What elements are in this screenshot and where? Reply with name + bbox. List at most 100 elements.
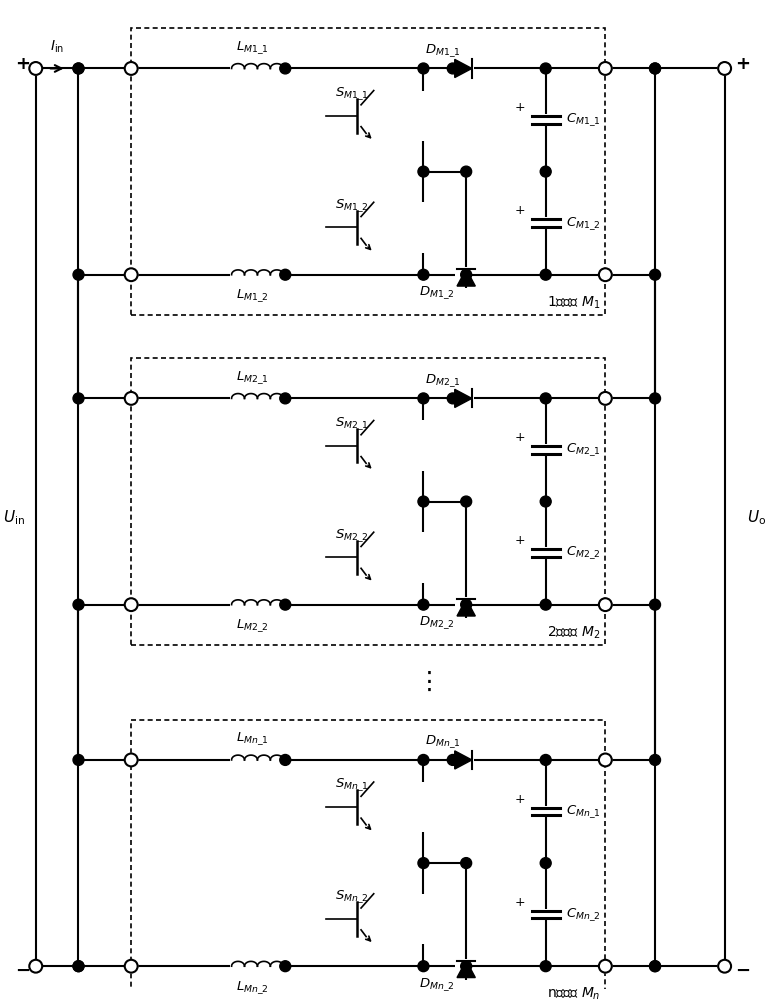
Text: $D_{M1\_2}$: $D_{M1\_2}$ — [419, 285, 455, 301]
Text: $C_{M1\_1}$: $C_{M1\_1}$ — [566, 112, 601, 128]
Circle shape — [461, 496, 472, 507]
Text: $U_{\rm o}$: $U_{\rm o}$ — [747, 508, 766, 527]
Circle shape — [280, 755, 291, 765]
Text: +: + — [16, 55, 30, 73]
Circle shape — [718, 960, 731, 973]
Circle shape — [280, 63, 291, 74]
Circle shape — [650, 961, 660, 972]
Text: $D_{M2\_2}$: $D_{M2\_2}$ — [419, 615, 455, 631]
Circle shape — [650, 961, 660, 972]
Text: $C_{Mn\_1}$: $C_{Mn\_1}$ — [566, 803, 601, 820]
Circle shape — [125, 754, 138, 766]
Text: +: + — [514, 896, 525, 909]
Polygon shape — [457, 599, 476, 616]
Circle shape — [418, 599, 429, 610]
Circle shape — [418, 755, 429, 765]
Circle shape — [280, 961, 291, 972]
Circle shape — [540, 755, 551, 765]
Circle shape — [540, 599, 551, 610]
Circle shape — [599, 598, 611, 611]
Circle shape — [125, 392, 138, 405]
Bar — [131, 28, 605, 315]
Polygon shape — [457, 269, 476, 286]
Circle shape — [73, 269, 84, 280]
Circle shape — [650, 755, 660, 765]
Circle shape — [599, 392, 611, 405]
Circle shape — [461, 166, 472, 177]
Text: $S_{M1\_2}$: $S_{M1\_2}$ — [335, 197, 369, 214]
Text: $S_{M1\_1}$: $S_{M1\_1}$ — [335, 85, 369, 102]
Text: $L_{M1\_1}$: $L_{M1\_1}$ — [236, 39, 269, 56]
Circle shape — [280, 393, 291, 404]
Circle shape — [650, 63, 660, 74]
Circle shape — [125, 62, 138, 75]
Circle shape — [599, 268, 611, 281]
Circle shape — [599, 754, 611, 766]
Circle shape — [418, 393, 429, 404]
Polygon shape — [455, 751, 472, 769]
Polygon shape — [455, 59, 472, 78]
Circle shape — [73, 961, 84, 972]
Circle shape — [718, 62, 731, 75]
Circle shape — [448, 755, 458, 765]
Text: 2号模块 $M_2$: 2号模块 $M_2$ — [547, 624, 601, 641]
Circle shape — [280, 269, 291, 280]
Text: +: + — [514, 204, 525, 217]
Circle shape — [30, 960, 42, 973]
Circle shape — [280, 599, 291, 610]
Text: $D_{Mn\_2}$: $D_{Mn\_2}$ — [419, 976, 455, 993]
Polygon shape — [457, 961, 476, 978]
Circle shape — [30, 62, 42, 75]
Text: +: + — [514, 431, 525, 444]
Text: $L_{M1\_2}$: $L_{M1\_2}$ — [236, 288, 269, 304]
Circle shape — [461, 599, 472, 610]
Text: $C_{Mn\_2}$: $C_{Mn\_2}$ — [566, 906, 601, 923]
Text: $C_{M2\_1}$: $C_{M2\_1}$ — [566, 442, 601, 458]
Text: $S_{Mn\_1}$: $S_{Mn\_1}$ — [335, 777, 369, 793]
Circle shape — [418, 496, 429, 507]
Text: +: + — [514, 101, 525, 114]
Circle shape — [125, 268, 138, 281]
Circle shape — [650, 63, 660, 74]
Circle shape — [540, 393, 551, 404]
Text: +: + — [514, 793, 525, 806]
Text: +: + — [514, 534, 525, 547]
Circle shape — [418, 166, 429, 177]
Circle shape — [125, 598, 138, 611]
Circle shape — [418, 63, 429, 74]
Circle shape — [125, 960, 138, 973]
Text: +: + — [735, 55, 750, 73]
Text: $\vdots$: $\vdots$ — [416, 670, 431, 694]
Circle shape — [73, 755, 84, 765]
Circle shape — [540, 858, 551, 869]
Circle shape — [73, 961, 84, 972]
Circle shape — [540, 961, 551, 972]
Text: −: − — [16, 962, 30, 980]
Text: $S_{M2\_1}$: $S_{M2\_1}$ — [335, 415, 369, 432]
Text: $I_{\rm in}$: $I_{\rm in}$ — [50, 38, 64, 55]
Circle shape — [73, 63, 84, 74]
Circle shape — [418, 961, 429, 972]
Text: n号模块 $M_n$: n号模块 $M_n$ — [547, 986, 601, 1000]
Circle shape — [599, 960, 611, 973]
Circle shape — [540, 63, 551, 74]
Text: $L_{M2\_1}$: $L_{M2\_1}$ — [236, 369, 269, 386]
Circle shape — [73, 599, 84, 610]
Circle shape — [650, 599, 660, 610]
Text: $L_{M2\_2}$: $L_{M2\_2}$ — [236, 617, 269, 634]
Circle shape — [540, 166, 551, 177]
Text: 1号模块 $M_1$: 1号模块 $M_1$ — [547, 294, 601, 311]
Circle shape — [540, 269, 551, 280]
Circle shape — [461, 961, 472, 972]
Text: $L_{Mn\_2}$: $L_{Mn\_2}$ — [236, 979, 269, 996]
Circle shape — [448, 393, 458, 404]
Text: −: − — [735, 962, 750, 980]
Text: $U_{\rm in}$: $U_{\rm in}$ — [3, 508, 25, 527]
Text: $L_{Mn\_1}$: $L_{Mn\_1}$ — [236, 730, 269, 747]
Text: $C_{M1\_2}$: $C_{M1\_2}$ — [566, 215, 601, 232]
Circle shape — [599, 62, 611, 75]
Bar — [131, 358, 605, 645]
Polygon shape — [455, 389, 472, 407]
Circle shape — [73, 393, 84, 404]
Bar — [131, 720, 605, 1000]
